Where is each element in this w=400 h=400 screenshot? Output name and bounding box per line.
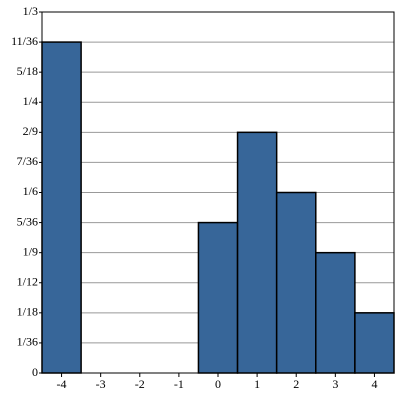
y-tick-label: 1/9 (23, 244, 38, 258)
y-tick-label: 11/36 (11, 34, 38, 48)
y-tick-label: 7/36 (17, 154, 38, 168)
plot-frame (41, 11, 395, 374)
x-tick-label: -4 (57, 377, 67, 391)
bar (41, 41, 82, 374)
y-tick-label: 1/36 (17, 335, 38, 349)
y-tick-label: 5/36 (17, 214, 38, 228)
x-tick-label: -2 (135, 377, 145, 391)
bar (275, 191, 317, 374)
bar (236, 131, 278, 374)
y-tick-label: 1/6 (23, 184, 38, 198)
y-tick-label: 2/9 (23, 124, 38, 138)
y-tick-label: 1/18 (17, 305, 38, 319)
bar (354, 312, 395, 374)
y-tick-label: 1/12 (17, 275, 38, 289)
x-tick-label: 4 (371, 377, 377, 391)
x-tick-label: 3 (332, 377, 338, 391)
bar (315, 251, 356, 374)
x-tick-label: 1 (254, 377, 260, 391)
bar (197, 221, 239, 374)
y-tick-label: 1/3 (23, 4, 38, 18)
x-tick-label: -1 (174, 377, 184, 391)
x-tick-label: 0 (215, 377, 221, 391)
x-tick-label: 2 (293, 377, 299, 391)
y-tick-label: 0 (32, 365, 38, 379)
y-tick-label: 5/18 (17, 64, 38, 78)
y-tick-label: 1/4 (23, 94, 38, 108)
x-tick-label: -3 (96, 377, 106, 391)
